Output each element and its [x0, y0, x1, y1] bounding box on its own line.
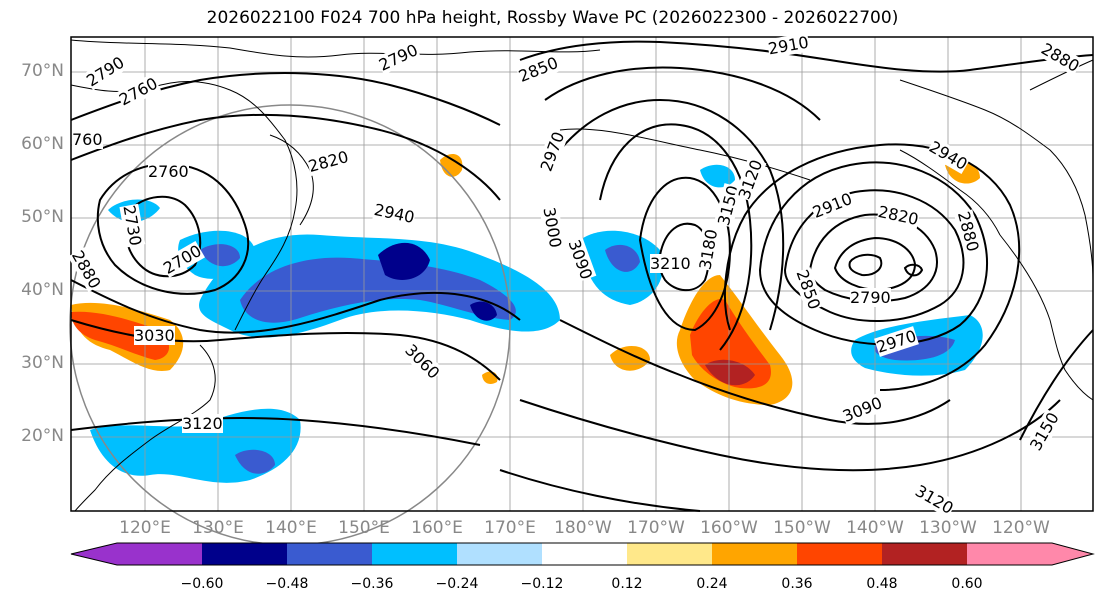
map-frame: [70, 36, 1094, 512]
contour-label: 3150: [1025, 409, 1063, 454]
colorbar-tick-label: −0.36: [350, 576, 394, 592]
colorbar-segment: [967, 543, 1052, 565]
lon-label: 140°W: [846, 518, 904, 538]
contour-label: 2730: [119, 203, 146, 248]
contour-label: 3120: [911, 481, 957, 518]
lat-label: 60°N: [21, 134, 64, 154]
colorbar-segment: [882, 543, 967, 565]
colorbar-segment: [712, 543, 797, 565]
positive-anomaly-north: [440, 154, 463, 177]
lon-label: 120°E: [119, 518, 171, 538]
contour-label: 2850: [792, 267, 825, 312]
negative-anomaly-max: [378, 242, 430, 280]
colorbar-segment: [287, 543, 372, 565]
contour-label: 3030: [134, 326, 175, 345]
contour-label: 2880: [1037, 39, 1083, 76]
contour-label: 3180: [695, 227, 722, 272]
colorbar-tick-label: −0.24: [435, 576, 479, 592]
lon-label: 150°W: [773, 518, 831, 538]
contour-label: 2760: [148, 162, 189, 181]
contour-label: 2880: [67, 247, 105, 292]
contour-label: 760: [72, 130, 103, 149]
negative-anomaly-small: [470, 301, 497, 321]
lon-label: 140°E: [265, 518, 317, 538]
contour-label: 2910: [766, 32, 811, 59]
contour-label: 3120: [734, 157, 767, 202]
contour-label: 3090: [564, 237, 597, 282]
colorbar-tick-label: −0.48: [265, 576, 309, 592]
negative-anomaly-central-core: [605, 244, 640, 272]
contour-label: 2910: [809, 189, 855, 222]
contour-label: 3060: [401, 340, 444, 383]
contour-label: 3000: [539, 205, 566, 250]
chart-title: 2026022100 F024 700 hPa height, Rossby W…: [206, 8, 899, 28]
contour-label: 2820: [306, 147, 351, 176]
lon-label: 150°E: [338, 518, 390, 538]
lat-label: 40°N: [21, 280, 64, 300]
contour-label: 2940: [372, 199, 417, 228]
contour-label: 2940: [925, 137, 971, 174]
lon-label: 160°E: [411, 518, 463, 538]
colorbar-segment: [117, 543, 202, 565]
colorbar-extend-low: [71, 543, 117, 565]
lat-label: 50°N: [21, 207, 64, 227]
colorbar-tick-label: 0.48: [866, 576, 898, 592]
lat-label: 70°N: [21, 61, 64, 81]
negative-anomaly-nw3: [200, 244, 240, 267]
contour-label: 3120: [182, 414, 223, 433]
colorbar-tick-label: 0.12: [611, 576, 643, 592]
coastlines: [70, 39, 1094, 512]
colorbar-tick-label: −0.60: [180, 576, 224, 592]
positive-anomaly-central-max: [705, 359, 755, 386]
contour-label: 3090: [839, 393, 885, 426]
negative-anomaly-band-core: [240, 257, 516, 323]
graticule: [71, 37, 1093, 511]
lon-label: 160°W: [700, 518, 758, 538]
colorbar-tick-label: 0.60: [951, 576, 983, 592]
negative-anomaly-alaska: [700, 164, 735, 188]
contour-label: 2790: [850, 288, 891, 307]
contour-label: 3210: [650, 254, 691, 273]
anomaly-fills: [71, 154, 983, 483]
positive-anomaly-west-core: [71, 311, 170, 360]
contour-label: 2790: [83, 52, 128, 91]
lon-label: 130°W: [919, 518, 977, 538]
lon-label: 170°W: [627, 518, 685, 538]
colorbar-segment: [202, 543, 287, 565]
lon-label: 180°W: [554, 518, 612, 538]
colorbar-segment: [372, 543, 457, 565]
lat-label: 30°N: [21, 353, 64, 373]
lon-label: 120°W: [992, 518, 1050, 538]
colorbar-segment: [627, 543, 712, 565]
colorbar-segment: [542, 543, 627, 565]
colorbar-tick-label: 0.24: [696, 576, 728, 592]
lat-label: 20°N: [21, 426, 64, 446]
colorbar-tick-label: 0.36: [781, 576, 813, 592]
colorbar-tick-label: −0.12: [520, 576, 564, 592]
lon-label: 130°E: [192, 518, 244, 538]
colorbar: [70, 542, 1095, 566]
lon-label: 170°E: [484, 518, 536, 538]
positive-anomaly-small1: [610, 345, 650, 371]
contour-label: 2760: [115, 73, 161, 110]
contour-label: 2820: [876, 201, 921, 230]
negative-anomaly-south-core: [235, 449, 275, 474]
colorbar-extend-high: [1052, 543, 1093, 565]
contour-label: 2790: [375, 40, 421, 75]
contour-label: 2880: [953, 209, 983, 254]
colorbar-outline: [70, 542, 1095, 566]
colorbar-segment: [797, 543, 882, 565]
colorbar-segment: [457, 543, 542, 565]
contour-label: 2970: [874, 326, 919, 357]
contour-label: 2700: [159, 241, 205, 278]
contour-label: 2970: [536, 129, 569, 174]
contour-label: 2850: [515, 53, 561, 86]
